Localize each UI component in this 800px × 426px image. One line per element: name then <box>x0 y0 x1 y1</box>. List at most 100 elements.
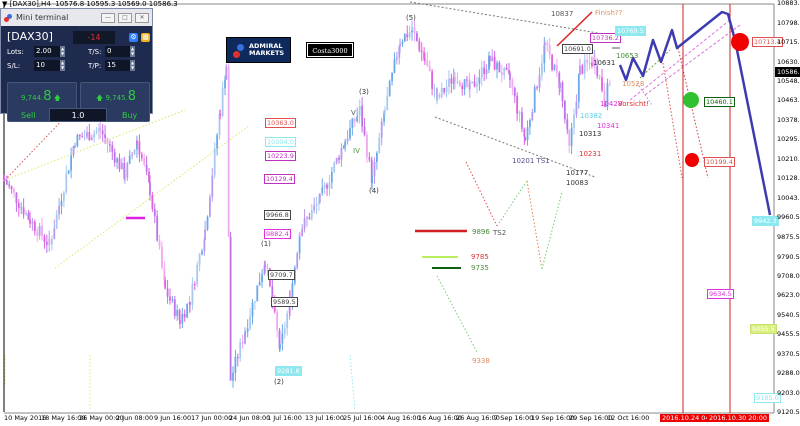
candle <box>78 134 81 137</box>
candle <box>106 138 109 144</box>
candle <box>509 73 511 80</box>
candle <box>518 112 521 114</box>
candle <box>279 343 281 349</box>
candle <box>588 62 591 64</box>
candle <box>98 128 100 132</box>
candle <box>310 210 313 220</box>
candle <box>496 62 498 70</box>
candle <box>118 158 121 170</box>
buy-label[interactable]: Buy <box>122 111 138 120</box>
ts-input[interactable]: 0 <box>105 46 133 57</box>
minimize-button[interactable]: — <box>101 12 115 23</box>
price-tick-label: 9708.0 <box>777 271 800 280</box>
candle <box>293 267 296 284</box>
candle <box>74 145 76 147</box>
wave-label: (3) <box>359 88 369 96</box>
candle <box>461 85 464 90</box>
lots-input[interactable]: 2.00 <box>34 46 62 57</box>
candle <box>38 225 41 236</box>
price-box: 10199.4 <box>704 157 735 167</box>
projection-magenta-dotted <box>636 82 653 106</box>
candle <box>196 264 199 285</box>
candle <box>171 299 174 301</box>
candle <box>604 102 606 107</box>
candle <box>266 266 269 269</box>
projection-green-dashed <box>639 49 671 79</box>
candle <box>596 65 599 76</box>
candle <box>104 134 106 139</box>
red-marker-10199 <box>685 153 699 167</box>
settings-gear-icon[interactable]: ⚙ <box>129 33 138 42</box>
candle <box>408 32 411 38</box>
price-tick-label: 9455.5 <box>777 330 800 339</box>
price-box: 9281.6 <box>275 366 302 376</box>
candle <box>368 157 371 160</box>
tp-input[interactable]: 15 <box>105 60 133 71</box>
candle <box>33 221 36 232</box>
price-box: 10460.1 <box>704 97 735 107</box>
candle <box>366 134 368 158</box>
candle <box>498 62 501 73</box>
candle <box>151 195 154 209</box>
tp-spinner[interactable]: ▲ ▼ <box>130 60 135 71</box>
annotation: 10428 <box>600 100 623 108</box>
candle <box>189 301 191 305</box>
watermark-label: Costa3000 <box>306 42 354 58</box>
candle <box>229 236 232 381</box>
lots-spinner[interactable]: ▲ ▼ <box>60 46 65 57</box>
maximize-button[interactable]: □ <box>118 12 132 23</box>
candle <box>88 132 91 141</box>
price-box: 10304.0 <box>265 137 296 147</box>
close-button[interactable]: ✕ <box>135 12 149 23</box>
candle <box>378 137 381 153</box>
symbol-timeframe: [DAX30],H4 <box>9 0 51 8</box>
candle <box>256 285 259 302</box>
price-tick-label: 9370.5 <box>777 349 800 358</box>
candle <box>166 288 169 297</box>
candle <box>5 180 8 185</box>
candle <box>516 95 519 114</box>
time-tick-label: 9 Jun 16:00 <box>154 414 192 422</box>
candle <box>321 187 324 194</box>
candle <box>264 265 267 267</box>
mini-terminal-panel[interactable]: Mini terminal — □ ✕ [DAX30] -14 ⚙ ▦ Lots… <box>0 8 153 122</box>
candle <box>323 184 326 188</box>
candle <box>471 81 474 84</box>
candle <box>93 133 96 138</box>
candle <box>521 112 523 129</box>
candle <box>591 62 593 67</box>
candle <box>241 342 244 344</box>
candle <box>318 202 320 204</box>
time-tick-label: 10 May 2016 <box>4 414 47 422</box>
candle <box>111 145 114 152</box>
current-price-label: 10586.3 <box>775 67 800 77</box>
candle <box>209 197 211 217</box>
sl-spinner[interactable]: ▲ ▼ <box>60 60 65 71</box>
annotation: 10837 <box>551 10 574 18</box>
candle <box>536 87 539 89</box>
ts-spinner[interactable]: ▲ ▼ <box>130 46 135 57</box>
volume-input[interactable]: 1.0 <box>49 108 107 122</box>
candle <box>452 77 455 84</box>
candle <box>423 52 426 60</box>
price-tick-label: 10210.5 <box>777 155 800 164</box>
red-marker-10713 <box>731 33 749 51</box>
projection-red-dotted <box>465 161 498 227</box>
candle <box>178 310 181 320</box>
price-box: 10363.0 <box>265 118 296 128</box>
candle <box>218 114 221 136</box>
sell-label[interactable]: Sell <box>21 111 36 120</box>
candle <box>563 100 566 120</box>
annotation: Vorsicht! <box>618 100 649 108</box>
price-tick-label: 10463.0 <box>777 96 800 105</box>
candle <box>99 128 102 131</box>
candle <box>411 30 413 33</box>
mini-terminal-titlebar[interactable]: Mini terminal — □ ✕ <box>1 9 152 26</box>
sl-input[interactable]: 10 <box>34 60 62 71</box>
candle <box>608 83 611 85</box>
profit-display: -14 <box>73 31 115 44</box>
candle <box>573 114 575 128</box>
price-tick-label: 9875.5 <box>777 232 800 241</box>
grid-icon[interactable]: ▦ <box>141 33 150 42</box>
